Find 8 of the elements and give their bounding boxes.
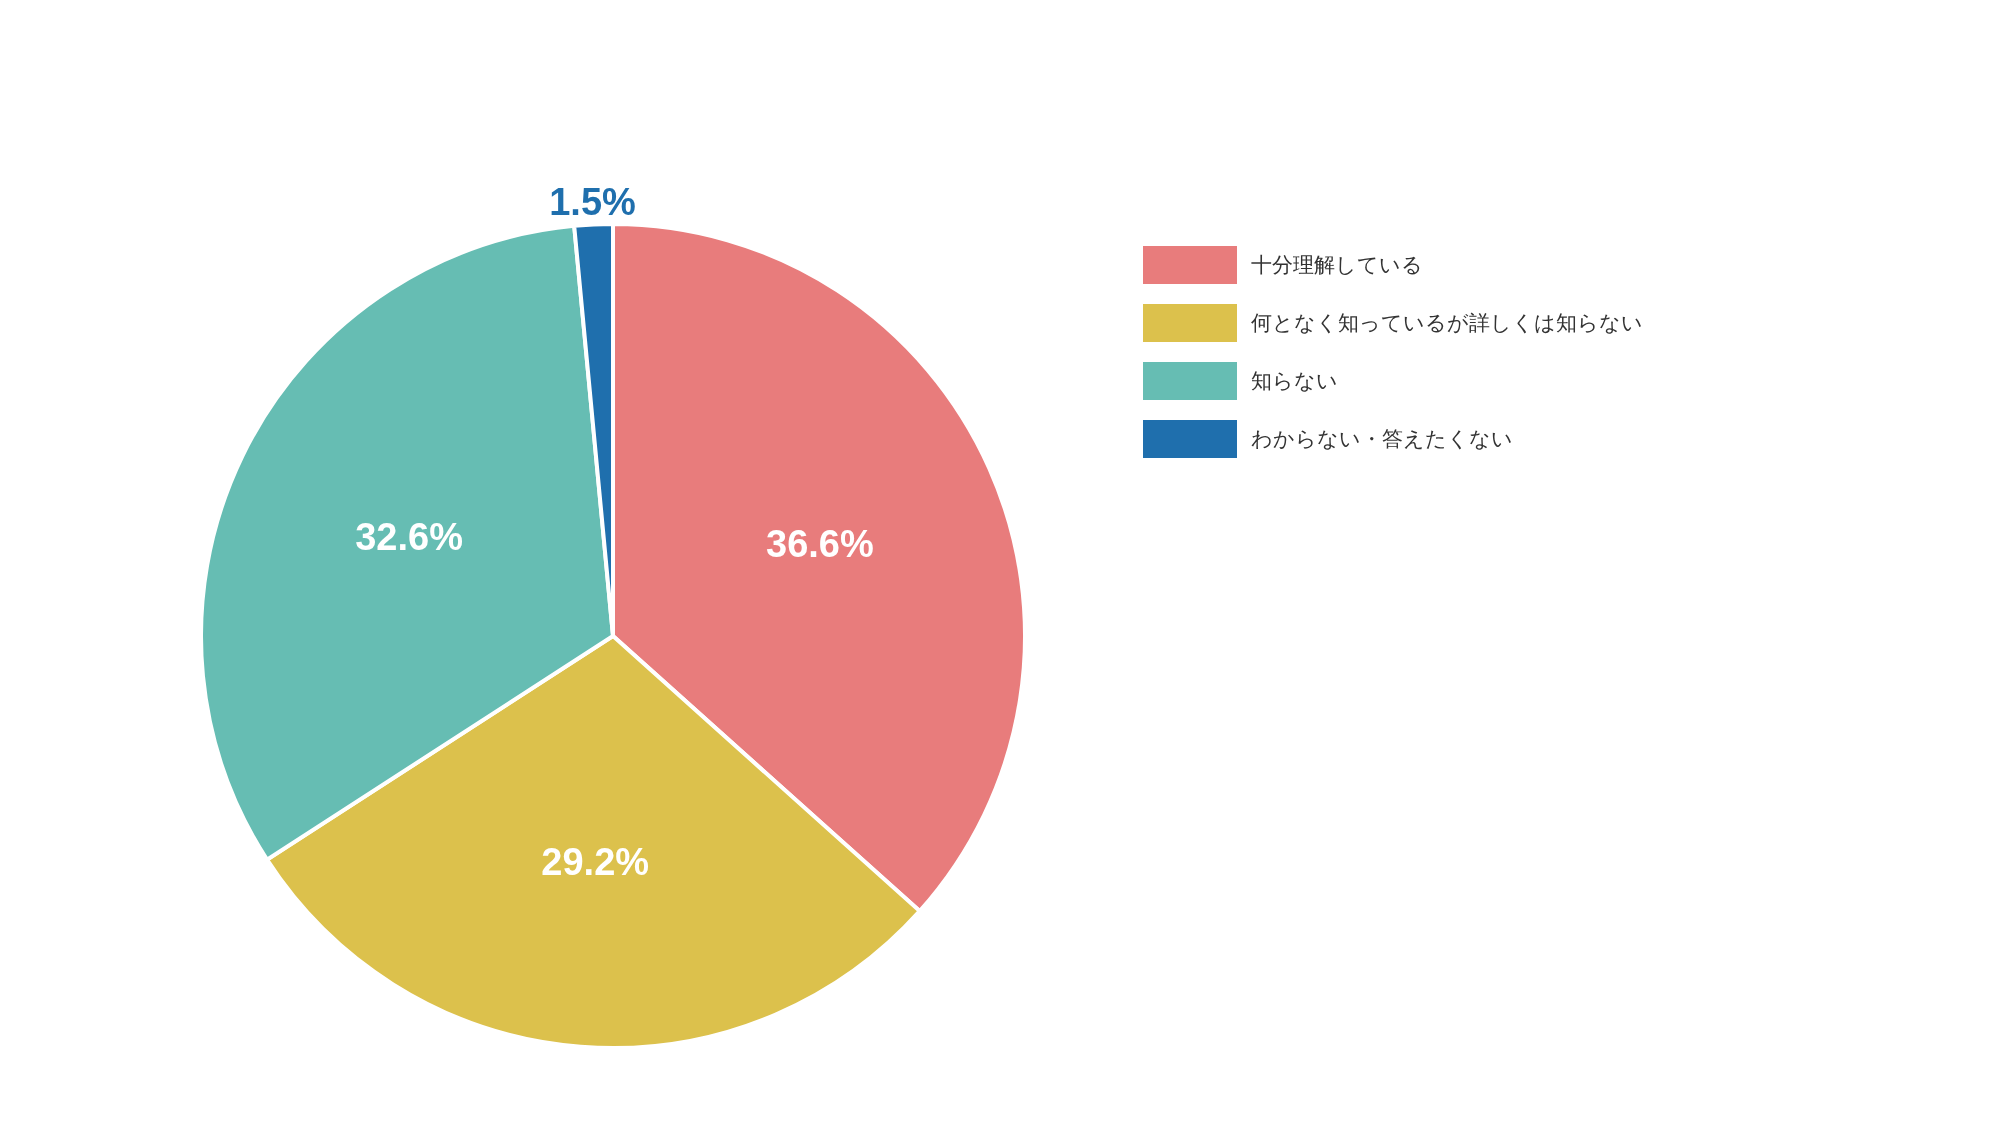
legend-label: わからない・答えたくない xyxy=(1251,426,1513,453)
data-label: 36.6% xyxy=(766,522,874,565)
data-label: 32.6% xyxy=(355,516,463,559)
data-label: 29.2% xyxy=(541,840,650,883)
legend-label: 十分理解している xyxy=(1251,252,1423,279)
legend-label: 知らない xyxy=(1251,368,1338,395)
legend-label: 何となく知っているが詳しくは知らない xyxy=(1251,310,1643,337)
data-label: 1.5% xyxy=(549,181,636,224)
